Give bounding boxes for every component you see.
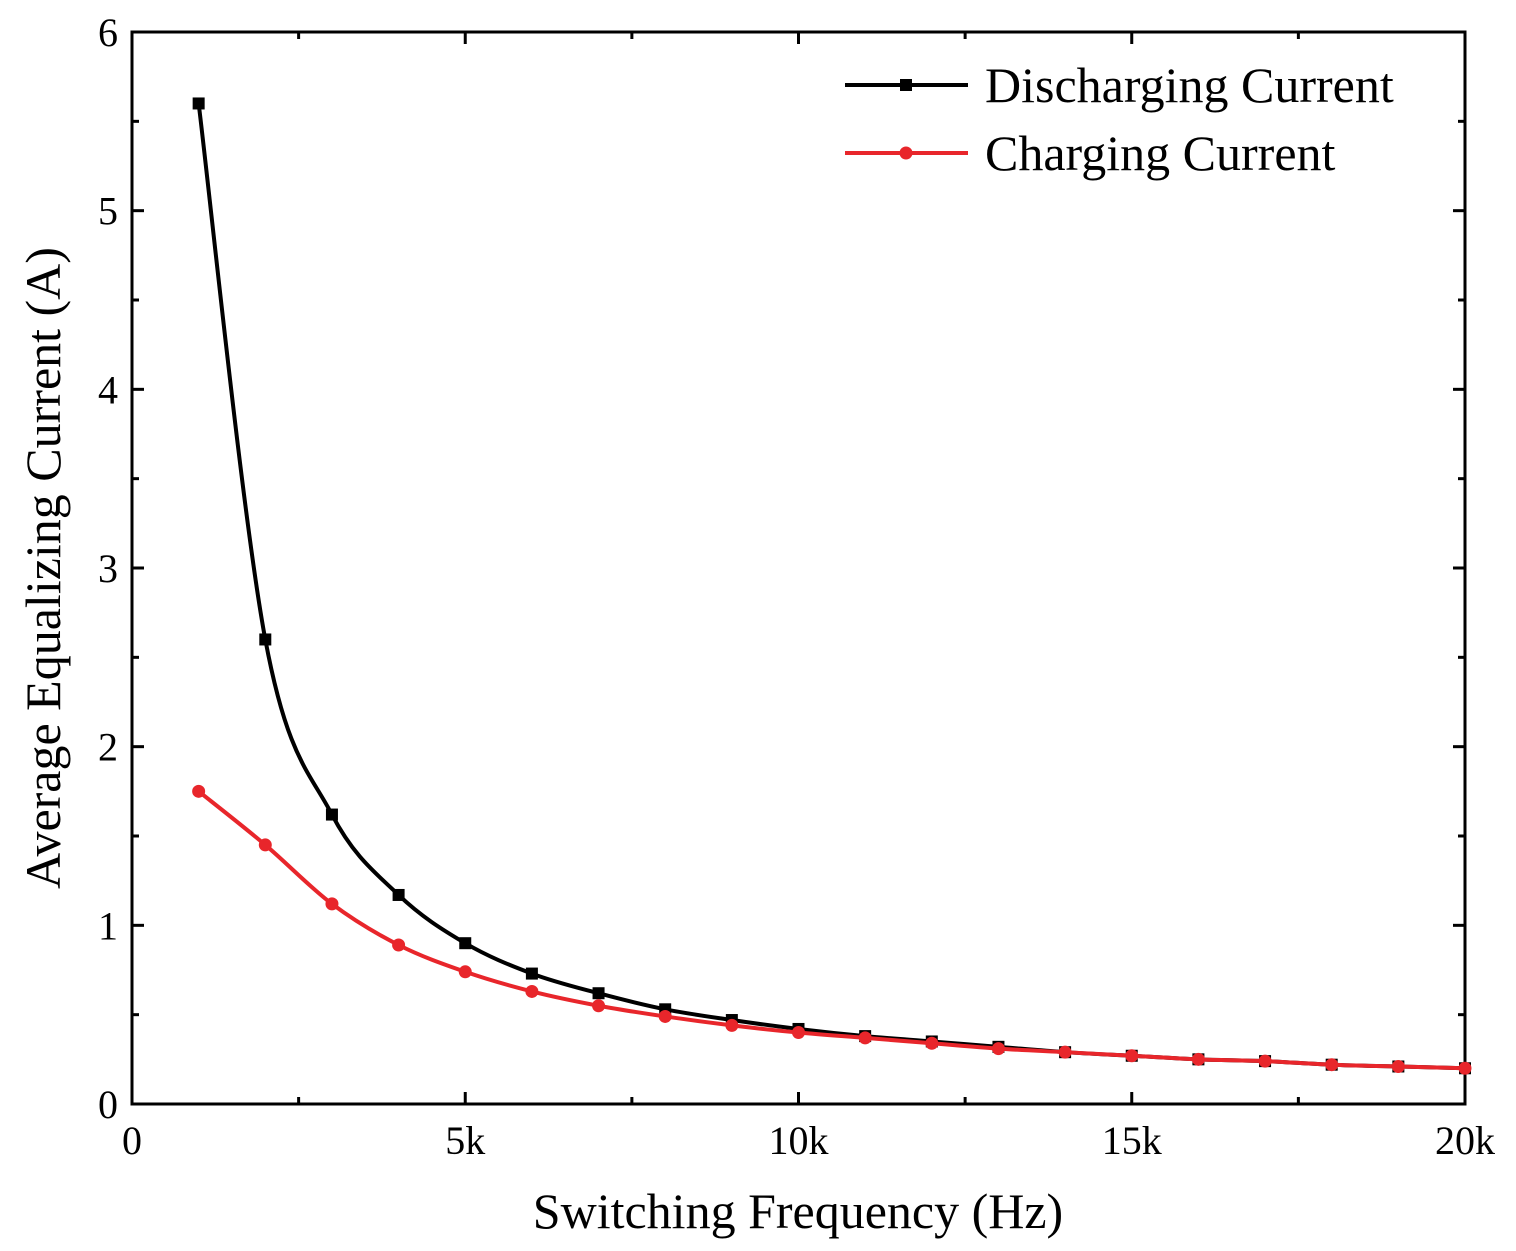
data-point (525, 984, 539, 998)
data-point (792, 1026, 805, 1040)
data-point (1258, 1054, 1272, 1068)
y-axis-title: Average Equalizing Current (A) (15, 247, 71, 889)
data-point (325, 808, 338, 821)
data-point (925, 1036, 939, 1050)
x-tick-label: 10k (769, 1118, 829, 1163)
data-point (1458, 1061, 1472, 1075)
y-tick-label: 2 (98, 725, 118, 770)
legend-label: Discharging Current (985, 57, 1394, 113)
data-point (592, 999, 606, 1013)
y-tick-label: 1 (98, 903, 118, 948)
x-tick-label: 15k (1102, 1118, 1162, 1163)
data-point (192, 784, 206, 798)
data-point (392, 888, 405, 901)
y-tick-label: 6 (98, 10, 118, 55)
y-tick-label: 0 (98, 1082, 118, 1127)
series-discharging-current (192, 97, 1471, 1075)
data-point (725, 1018, 739, 1032)
data-point (991, 1042, 1005, 1056)
series-group (192, 97, 1472, 1075)
legend-marker (900, 79, 912, 91)
data-point (1125, 1049, 1139, 1063)
data-point (658, 1009, 672, 1023)
data-point (1191, 1052, 1205, 1066)
data-point (259, 633, 272, 646)
legend-item: Charging Current (845, 125, 1336, 181)
data-point (192, 97, 205, 110)
data-point (1391, 1059, 1405, 1073)
data-point (858, 1031, 872, 1045)
plot-frame (130, 30, 1467, 1106)
y-tick-label: 3 (98, 546, 118, 591)
x-tick-label: 0 (122, 1118, 142, 1163)
legend-marker (899, 146, 913, 160)
data-point (325, 897, 339, 911)
y-tick-label: 5 (98, 189, 118, 234)
x-tick-label: 5k (445, 1118, 485, 1163)
series-line (197, 789, 1466, 1071)
data-point (1325, 1058, 1339, 1072)
data-point (525, 967, 538, 980)
series-line (196, 103, 1466, 1071)
data-point (458, 965, 472, 979)
data-point (258, 838, 272, 852)
legend-label: Charging Current (985, 125, 1336, 181)
x-tick-label: 20k (1435, 1118, 1495, 1163)
data-point (592, 987, 605, 1000)
x-axis-title: Switching Frequency (Hz) (533, 1183, 1063, 1239)
legend: Discharging Current Charging Current (845, 57, 1394, 181)
series-charging-current (192, 784, 1472, 1075)
data-point (1058, 1045, 1072, 1059)
y-tick-label: 4 (98, 367, 118, 412)
axis-ticks: 0 5k 10k 15k 20k 0 1 2 3 4 5 6 (98, 10, 1495, 1163)
legend-item: Discharging Current (845, 57, 1394, 113)
data-point (392, 938, 406, 952)
data-point (459, 937, 472, 950)
